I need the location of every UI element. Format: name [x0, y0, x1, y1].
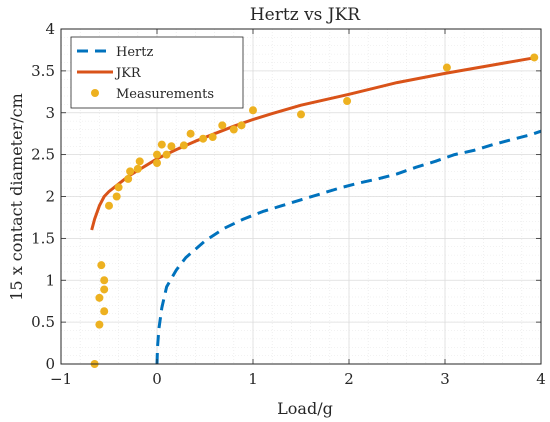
- y-tick-label: 2: [45, 188, 55, 206]
- legend: Hertz JKR Measurements: [70, 36, 244, 109]
- y-tick-label: 1: [45, 271, 55, 289]
- measurements-point: [105, 201, 113, 210]
- y-tick-label: 0.5: [31, 313, 55, 331]
- measurements-point: [229, 125, 238, 134]
- measurements-series: [90, 53, 539, 368]
- x-axis-label: Load/g: [277, 399, 333, 418]
- legend-label-jkr: JKR: [114, 66, 142, 81]
- x-tick-label: 4: [536, 370, 546, 388]
- legend-swatch-measurements: [91, 89, 99, 97]
- measurements-point: [100, 276, 109, 285]
- legend-label-hertz: Hertz: [116, 45, 153, 60]
- measurements-point: [100, 285, 109, 294]
- measurements-point: [199, 134, 208, 143]
- legend-label-measurements: Measurements: [116, 87, 214, 102]
- y-tick-label: 4: [45, 20, 55, 38]
- measurements-point: [100, 307, 109, 316]
- measurements-point: [135, 157, 144, 166]
- x-tick-labels: −1 0 1 2 3 4: [50, 370, 546, 388]
- y-tick-label: 1.5: [31, 229, 55, 247]
- measurements-point: [442, 63, 451, 72]
- measurements-point: [114, 183, 123, 192]
- measurements-point: [297, 110, 305, 119]
- measurements-point: [167, 142, 176, 151]
- measurements-point: [153, 159, 161, 167]
- measurements-point: [112, 192, 121, 201]
- measurements-point: [343, 97, 352, 106]
- x-tick-label: 3: [440, 370, 450, 388]
- measurements-point: [162, 150, 171, 159]
- measurements-point: [97, 261, 106, 270]
- y-tick-label: 2.5: [31, 146, 55, 164]
- measurements-point: [95, 320, 104, 329]
- measurements-point: [249, 106, 257, 115]
- y-axis-label: 15 x contact diameter/cm: [7, 93, 26, 301]
- axis-ticks: [60, 28, 542, 365]
- measurements-point: [218, 121, 227, 130]
- measurements-point: [124, 174, 133, 183]
- measurements-point: [157, 140, 166, 149]
- measurements-point: [530, 53, 539, 62]
- hertz-line: [155, 129, 542, 365]
- y-tick-label: 3.5: [31, 62, 55, 80]
- measurements-point: [179, 141, 188, 150]
- measurements-point: [237, 121, 246, 130]
- y-tick-labels: 0 0.5 1 1.5 2 2.5 3 3.5 4: [31, 20, 55, 373]
- series-layer: [90, 53, 542, 368]
- y-tick-label: 0: [45, 355, 55, 373]
- x-tick-label: 1: [248, 370, 258, 388]
- x-tick-label: −1: [50, 370, 72, 388]
- x-tick-label: 2: [344, 370, 354, 388]
- chart-title: Hertz vs JKR: [250, 5, 361, 25]
- measurements-point: [133, 164, 142, 173]
- x-tick-label: 0: [152, 370, 162, 388]
- measurements-point: [153, 150, 161, 159]
- measurements-point: [186, 129, 195, 138]
- y-tick-label: 3: [45, 104, 55, 122]
- measurements-point: [95, 293, 104, 302]
- measurements-point: [208, 133, 217, 142]
- measurements-point: [126, 167, 135, 176]
